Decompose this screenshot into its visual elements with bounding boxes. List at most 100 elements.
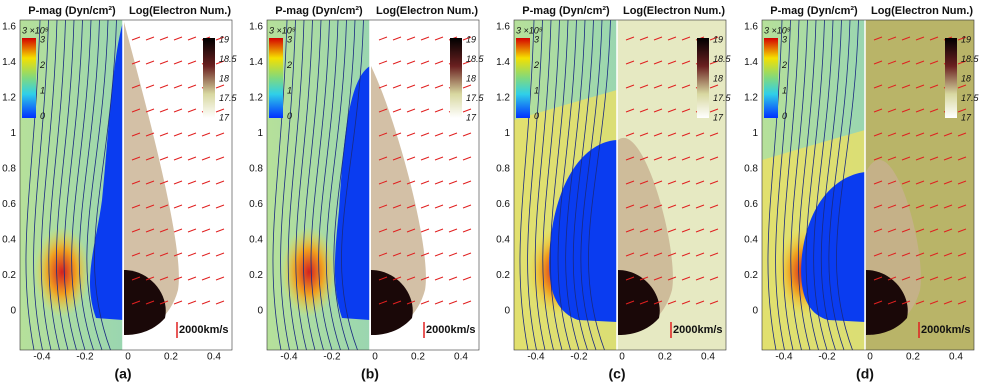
velocity-arrow [434,276,444,281]
velocity-arrow [187,36,197,41]
right-title: Log(Electron Num.) [871,5,973,17]
velocity-arrow [145,300,155,305]
velocity-arrow [173,60,183,65]
field-line [318,19,339,351]
velocity-arrow [378,228,388,233]
velocity-arrow [639,108,649,113]
velocity-arrow [406,36,416,41]
x-tick-label: 0 [619,352,625,363]
velocity-arrow [159,132,169,137]
field-line [78,19,100,351]
field-line [565,19,586,351]
left-colorbar [22,38,36,118]
velocity-arrow [159,108,169,113]
velocity-arrow [173,228,183,233]
velocity-arrow [943,204,953,209]
colorbar-tick: 17.5 [713,93,732,103]
velocity-arrow [915,60,925,65]
velocity-arrow [462,132,472,137]
x-tick-label: 0.2 [658,352,672,363]
velocity-arrow [187,180,197,185]
velocity-arrow [709,84,719,89]
velocity-arrow [462,108,472,113]
velocity-arrow [462,276,472,281]
velocity-arrow [201,300,211,305]
velocity-arrow [625,156,635,161]
right-colorbar [697,38,709,118]
right-title: Log(Electron Num.) [376,5,478,17]
velocity-arrow [215,204,225,209]
colorbar-tick: 18.5 [219,54,238,64]
cme-blob [334,66,370,320]
colorbar-tick: 18 [961,73,971,83]
velocity-arrow [392,60,402,65]
velocity-arrow [709,36,719,41]
velocity-arrow [406,156,416,161]
velocity-arrow [957,180,967,185]
velocity-arrow [887,156,897,161]
velocity-arrow [215,108,225,113]
field-line [836,19,859,351]
field-line [287,19,305,351]
field-line [813,19,834,351]
field-line [782,19,800,351]
velocity-arrow [929,36,939,41]
velocity-arrow [378,276,388,281]
y-tick-label: 0.6 [744,199,758,210]
colorbar-tick: 2 [781,60,787,70]
velocity-arrow [406,108,416,113]
velocity-arrow [159,156,169,161]
colorbar-tick: 0 [40,111,45,121]
colorbar-exponent: 3 ×10⁹ [764,25,791,35]
velocity-arrow [625,204,635,209]
scale-label: 2000km/s [921,324,971,336]
field-line [272,19,288,351]
velocity-arrow [392,228,402,233]
velocity-arrow [709,276,719,281]
velocity-arrow [625,84,635,89]
velocity-arrow [131,276,141,281]
velocity-arrow [173,252,183,257]
velocity-arrow [915,276,925,281]
left-title: P-mag (Dyn/cm²) [28,5,116,17]
velocity-arrow [639,156,649,161]
colorbar-tick: 18 [713,73,723,83]
left-colorbar [764,38,778,118]
velocity-arrow [887,60,897,65]
velocity-arrow [448,156,458,161]
velocity-arrow [709,132,719,137]
velocity-arrow [173,276,183,281]
velocity-arrow [695,228,705,233]
velocity-arrow [653,108,663,113]
velocity-arrow [145,156,155,161]
colorbar-tick: 3 [534,34,539,44]
field-line [333,19,356,351]
velocity-arrow [639,228,649,233]
sheath [371,66,426,335]
y-tick-label: 1.2 [496,93,510,104]
velocity-arrow [667,228,677,233]
velocity-arrow [929,84,939,89]
velocity-arrow [201,228,211,233]
y-tick-label: 0 [504,306,510,317]
velocity-arrow [873,180,883,185]
velocity-arrow [215,156,225,161]
colorbar-tick: 0 [782,111,787,121]
velocity-arrow [873,204,883,209]
velocity-arrow [159,180,169,185]
dense-core [618,270,660,335]
velocity-arrow [187,204,197,209]
velocity-arrow [901,300,911,305]
y-tick-label: 0 [257,306,263,317]
x-tick-label: 0.4 [949,352,963,363]
velocity-arrow [420,180,430,185]
frame [266,19,480,351]
velocity-arrow [929,204,939,209]
velocity-arrow [929,252,939,257]
velocity-arrow [462,300,472,305]
velocity-arrow [434,36,444,41]
velocity-arrow [201,276,211,281]
velocity-arrow [681,156,691,161]
x-tick-label: 0.2 [906,352,920,363]
